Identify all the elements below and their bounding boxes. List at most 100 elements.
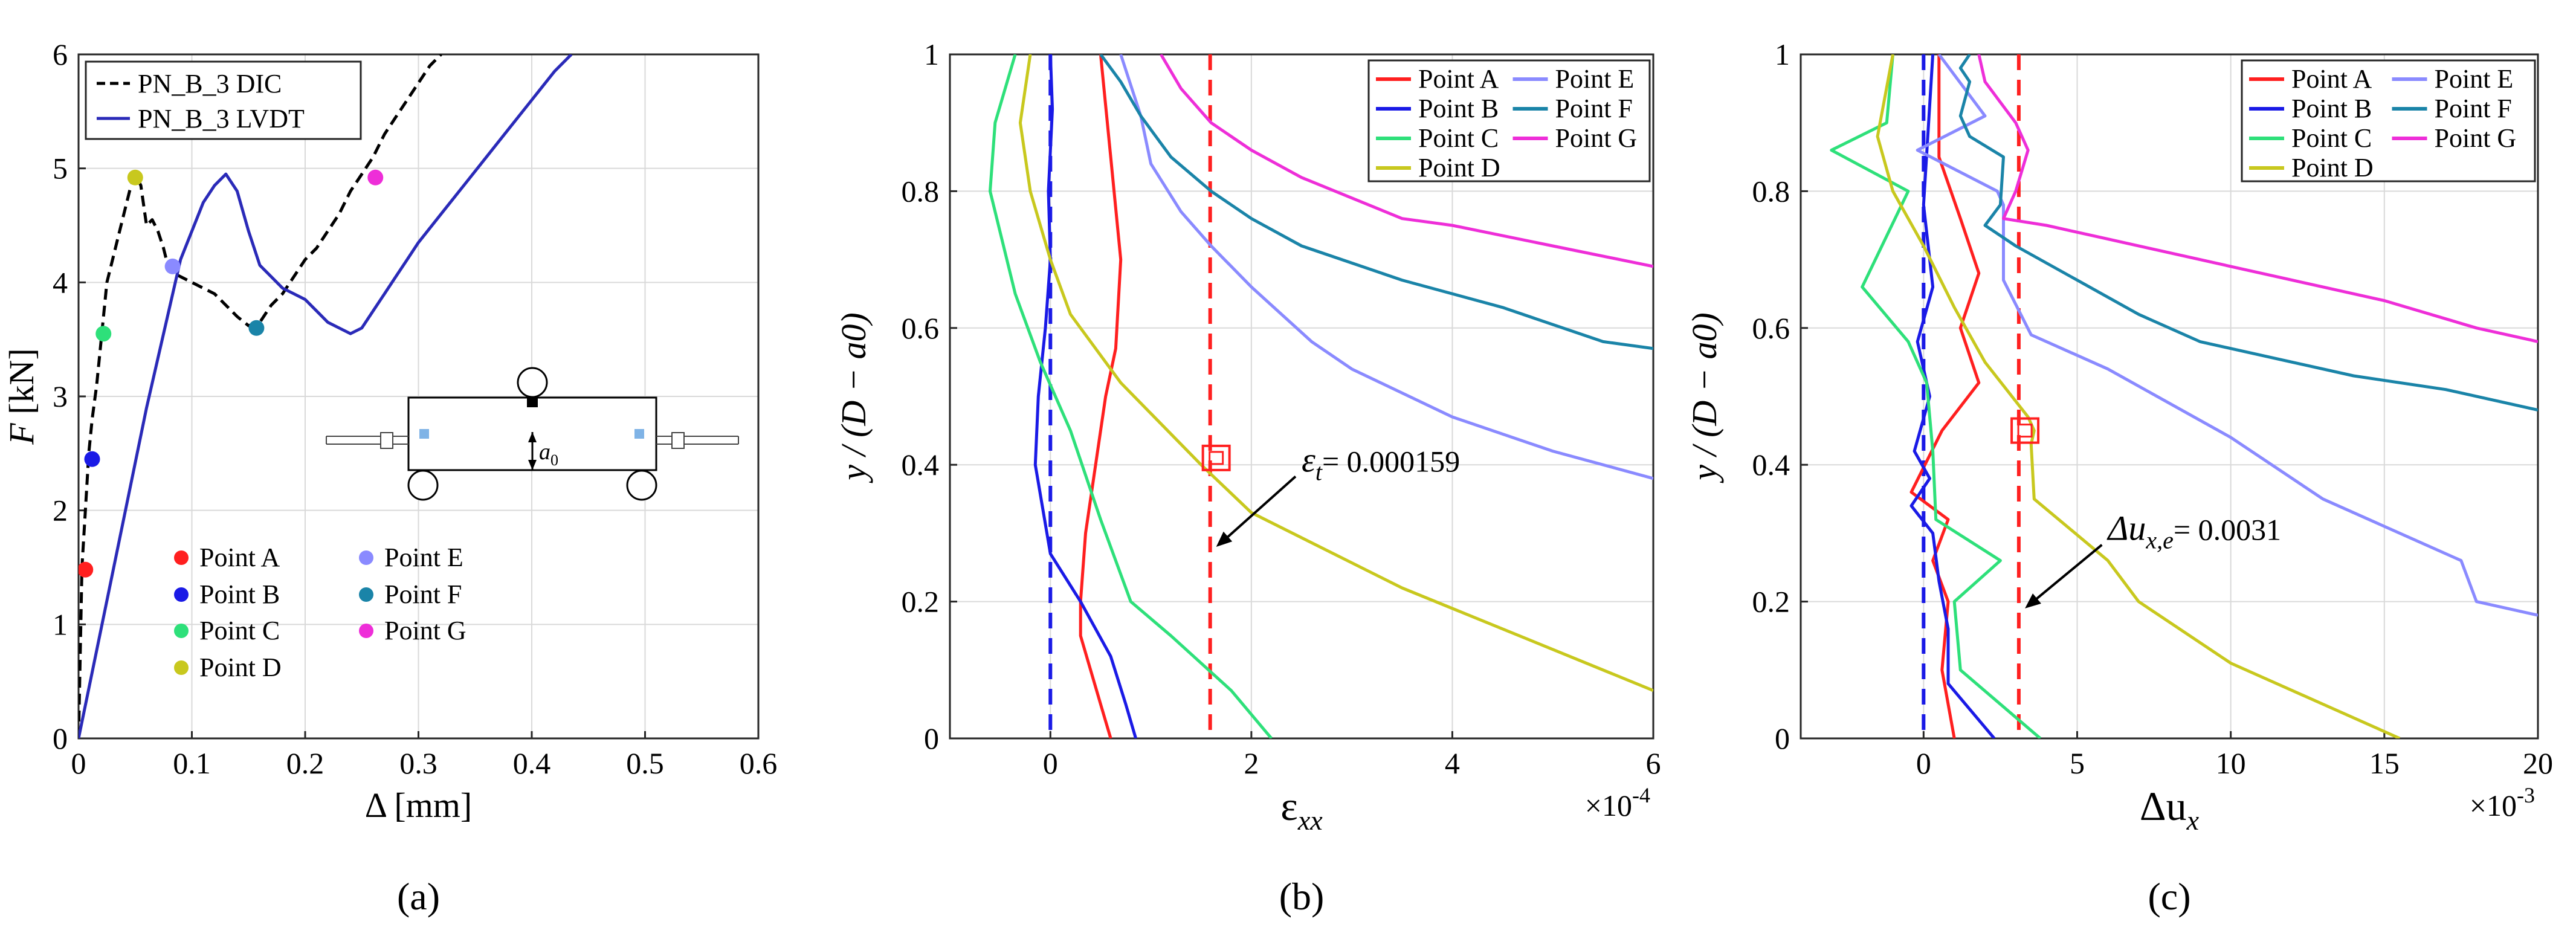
legend-dot-point-b: [174, 587, 189, 602]
legend-label-point-d: Point D: [199, 653, 282, 682]
y-tick-label: 0.8: [902, 174, 940, 208]
panel-a: 0 0.1 0.2 0.3 0.4 0.5 0.6 0 1 2 3 4 5 6 (a) Δ [mm] F [kN…: [2, 37, 777, 918]
marker-point-b: [84, 451, 100, 467]
legend-label-point-d: Point D: [2291, 153, 2374, 182]
series-point-d: [1876, 54, 2401, 738]
x-axis-label-symbol: ε: [1280, 783, 1298, 829]
x-axis-exponent-base: ×10: [2470, 789, 2517, 822]
support-roller-right: [626, 470, 657, 501]
x-tick-label: 0: [71, 746, 86, 780]
y-tick-label: 0.6: [902, 311, 940, 345]
y-axis-label: y / (D − a0): [1685, 312, 1724, 483]
y-tick-label: 1: [1775, 37, 1790, 71]
y-tick-label: 2: [53, 494, 68, 528]
series-point-g: [1977, 54, 2538, 343]
x-tick-label: 0.3: [399, 746, 437, 780]
x-axis-exponent-power: -3: [2517, 783, 2535, 807]
annotation-arrow-line: [2031, 544, 2103, 604]
x-axis-exponent-base: ×10: [1585, 789, 1632, 822]
axes-frame: [1800, 53, 2539, 740]
plot-area: [1830, 54, 2538, 738]
x-tick-label: 0.4: [513, 746, 551, 780]
y-tick-label: 4: [53, 265, 68, 299]
legend-dot-point-c: [174, 624, 189, 638]
legend-box: [2241, 59, 2536, 182]
marker-point-a: [79, 561, 94, 578]
annotation-label: εt= 0.000159: [1302, 440, 1460, 486]
series-point-f: [1099, 54, 1653, 350]
y-tick-label: 0.2: [902, 585, 940, 619]
legend-label-point-b: Point B: [199, 579, 280, 609]
y-tick-label: 1: [924, 37, 939, 71]
x-axis-label-subscript: x: [2186, 805, 2200, 836]
marker-point-e: [164, 258, 181, 274]
legend-label-point-f: Point F: [1555, 94, 1633, 123]
y-tick-label: 0: [924, 721, 939, 755]
legend-label-point-b: Point B: [1418, 94, 1499, 123]
y-tick-label: 0: [1775, 721, 1790, 755]
x-axis-label: Δux: [2140, 783, 2200, 836]
x-tick-label: 0.6: [740, 746, 778, 780]
x-tick-label: 2: [1244, 746, 1259, 780]
y-axis-label-unit: [kN]: [2, 348, 41, 423]
x-tick-label: 0: [1043, 746, 1058, 780]
legend-label-point-e: Point E: [384, 543, 463, 572]
y-tick-label: 0.6: [1752, 311, 1790, 345]
y-tick-label: 0.4: [902, 448, 940, 482]
series-point-a: [1079, 54, 1123, 738]
annotation-subscript: t: [1315, 459, 1323, 486]
plot-area: [79, 54, 573, 738]
legend-label-point-c: Point C: [2291, 123, 2372, 153]
annotation-value: = 0.000159: [1322, 445, 1460, 479]
legend-dot-point-g: [359, 624, 373, 638]
annotation-symbol: ε: [1302, 440, 1315, 480]
legend-label-point-a: Point A: [1418, 64, 1499, 94]
series-point-c: [989, 54, 1273, 738]
legend-label-point-e: Point E: [1555, 64, 1635, 94]
threshold-marker: [2010, 417, 2040, 444]
series-point-g: [1160, 54, 1653, 268]
y-axis-label-symbol: F: [2, 423, 41, 445]
series-point-c: [1830, 54, 2042, 738]
legend-label-point-e: Point E: [2435, 64, 2514, 94]
legend-label-point-g: Point G: [1555, 123, 1638, 153]
x-tick-label: 0.1: [173, 746, 211, 780]
annotation-label: Δux,e= 0.0031: [2106, 509, 2281, 554]
legend-label-point-c: Point C: [1418, 123, 1499, 153]
series-point-b: [1909, 54, 1996, 738]
legend-dot-point-f: [359, 587, 373, 602]
series-pn-b-3-lvdt: [79, 54, 573, 738]
x-axis-label-symbol: Δu: [2140, 783, 2187, 829]
x-tick-label: 20: [2523, 746, 2553, 780]
lvdt-left: [326, 436, 408, 445]
x-tick-label: 10: [2216, 746, 2246, 780]
support-roller-left: [407, 470, 439, 501]
notch-arrow-up: [528, 432, 537, 442]
axes-frame: [949, 53, 1654, 740]
lvdt-left-clamp: [380, 432, 393, 449]
legend-label-lvdt: PN_B_3 LVDT: [138, 104, 305, 134]
panel-label: (b): [1279, 875, 1325, 918]
threshold-marker-inner: [2017, 424, 2033, 438]
annotation-arrowhead: [1216, 531, 1233, 547]
dic-target-right: [634, 429, 644, 439]
load-pad: [527, 398, 538, 407]
x-tick-label: 0.5: [626, 746, 664, 780]
legend-label-point-c: Point C: [199, 616, 280, 645]
legend-label-point-f: Point F: [384, 579, 462, 609]
annotation-arrow-line: [1222, 476, 1297, 542]
series-point-b: [1033, 54, 1137, 738]
y-tick-label: 0: [53, 721, 68, 755]
legend-box: [1367, 59, 1651, 182]
marker-point-c: [95, 326, 112, 342]
x-tick-label: 0.2: [286, 746, 324, 780]
legend-box: [85, 60, 362, 140]
legend-label-point-d: Point D: [1418, 153, 1500, 182]
notch-label-subscript: 0: [550, 451, 558, 469]
legend-top: PN_B_3 DIC PN_B_3 LVDT: [85, 60, 362, 140]
x-tick-label: 5: [2070, 746, 2085, 780]
